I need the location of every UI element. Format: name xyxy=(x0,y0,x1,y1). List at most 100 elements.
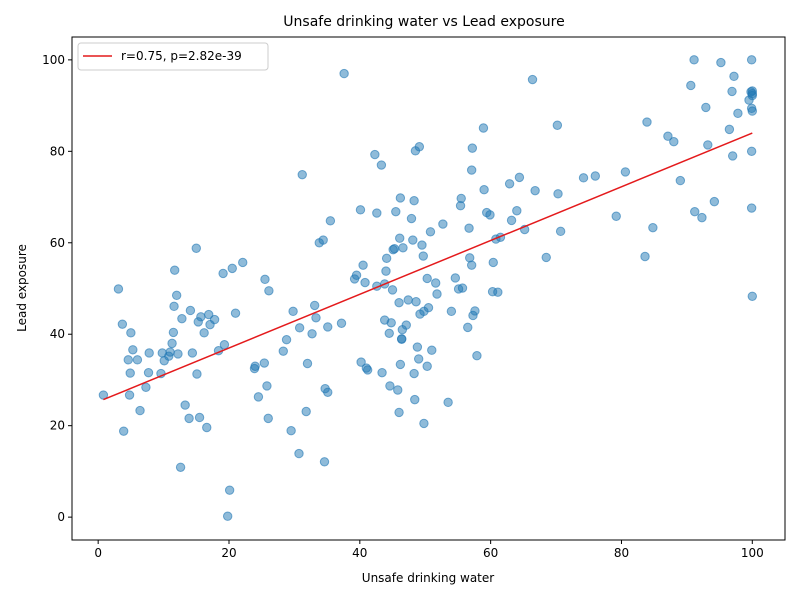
data-point xyxy=(409,196,419,206)
data-point xyxy=(173,349,183,359)
data-point xyxy=(411,297,421,307)
data-point xyxy=(432,289,442,299)
data-point xyxy=(403,295,413,305)
data-point xyxy=(408,235,418,245)
data-point xyxy=(227,263,237,274)
data-point xyxy=(412,342,423,352)
data-point xyxy=(512,206,522,216)
data-point xyxy=(370,149,380,160)
data-point xyxy=(294,323,305,333)
data-point xyxy=(358,260,368,270)
data-point xyxy=(422,361,432,371)
data-point xyxy=(395,233,405,243)
data-point xyxy=(264,286,274,296)
legend-label: r=0.75, p=2.82e-39 xyxy=(121,49,242,63)
data-point xyxy=(356,357,366,367)
data-point xyxy=(472,351,482,361)
data-point xyxy=(690,206,700,217)
data-point xyxy=(128,345,138,355)
data-point xyxy=(309,300,320,311)
x-tick-label: 100 xyxy=(741,546,764,560)
legend-box xyxy=(77,42,269,71)
x-axis-ticks: 0 20 40 60 80 100 xyxy=(94,540,764,560)
data-point xyxy=(746,55,757,65)
data-point xyxy=(238,257,248,268)
data-point xyxy=(724,124,735,135)
data-point xyxy=(504,179,515,189)
data-point xyxy=(689,55,699,65)
data-point xyxy=(118,426,129,436)
data-point xyxy=(199,328,209,338)
y-tick-label: 100 xyxy=(42,53,65,67)
data-point xyxy=(506,215,517,226)
data-point xyxy=(260,274,270,285)
data-point xyxy=(663,131,673,141)
data-point xyxy=(253,392,264,402)
data-point xyxy=(746,146,757,157)
data-point xyxy=(391,206,401,217)
data-point xyxy=(493,287,503,297)
data-point xyxy=(360,277,370,288)
data-point xyxy=(703,140,713,150)
plot-frame xyxy=(71,36,786,541)
data-point xyxy=(485,210,495,220)
data-point xyxy=(701,102,711,113)
data-point xyxy=(167,338,177,349)
data-point xyxy=(395,359,406,370)
data-point xyxy=(222,511,233,521)
data-point xyxy=(125,368,135,378)
data-point xyxy=(406,213,417,224)
x-tick-label: 20 xyxy=(221,546,236,560)
data-point xyxy=(209,314,220,325)
data-point xyxy=(747,89,757,99)
y-tick-label: 60 xyxy=(50,236,65,250)
data-point xyxy=(467,143,478,153)
data-point xyxy=(381,266,391,276)
data-point xyxy=(377,367,387,378)
data-point xyxy=(463,322,473,333)
data-point xyxy=(311,313,321,323)
data-point xyxy=(219,340,230,350)
data-point xyxy=(552,120,563,130)
data-point xyxy=(478,123,489,133)
data-point xyxy=(393,385,403,395)
data-point xyxy=(642,117,652,127)
data-point xyxy=(294,448,304,459)
data-point xyxy=(141,382,151,392)
x-tick-label: 80 xyxy=(614,546,629,560)
data-point xyxy=(716,57,726,68)
data-point xyxy=(224,485,235,495)
data-point xyxy=(126,328,136,338)
data-point xyxy=(185,305,196,316)
data-point xyxy=(409,368,419,379)
data-point xyxy=(709,196,720,207)
points-layer xyxy=(98,55,757,521)
data-point xyxy=(318,235,328,245)
data-point xyxy=(555,226,566,237)
legend: r=0.75, p=2.82e-39 xyxy=(77,42,269,71)
data-point xyxy=(456,193,466,204)
data-point xyxy=(470,306,480,316)
data-point xyxy=(648,222,658,233)
data-point xyxy=(385,381,395,391)
data-point xyxy=(640,251,650,262)
x-tick-label: 40 xyxy=(352,546,367,560)
chart-title: Unsafe drinking water vs Lead exposure xyxy=(283,14,564,30)
data-point xyxy=(297,169,307,180)
data-point xyxy=(301,406,311,417)
data-point xyxy=(466,260,477,270)
data-point xyxy=(355,205,366,215)
data-point xyxy=(123,355,133,365)
data-point xyxy=(746,203,757,213)
data-point xyxy=(466,165,477,175)
data-point xyxy=(168,327,179,338)
data-point xyxy=(117,319,128,329)
data-point xyxy=(302,358,313,369)
data-point xyxy=(376,160,387,170)
data-point xyxy=(747,291,757,301)
data-point xyxy=(230,308,241,318)
data-point xyxy=(488,257,498,268)
y-tick-label: 0 xyxy=(57,510,65,524)
data-point xyxy=(747,106,757,116)
